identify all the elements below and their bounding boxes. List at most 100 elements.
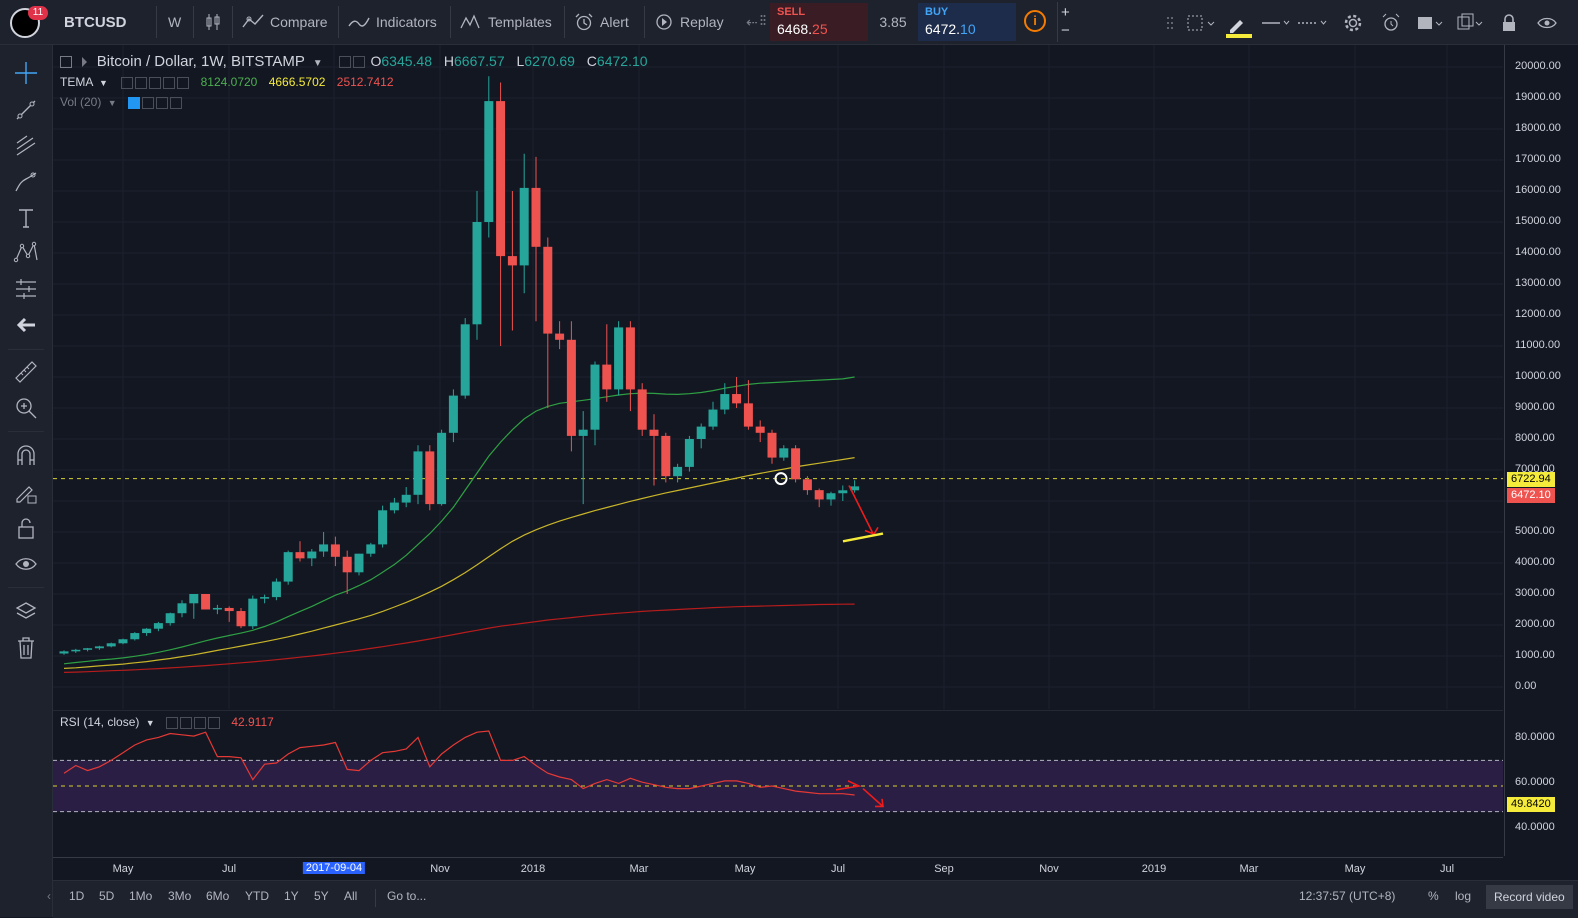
selection-box-icon[interactable] xyxy=(1186,12,1216,34)
alert-add-icon[interactable] xyxy=(1380,12,1402,34)
record-video-button[interactable]: Record video xyxy=(1486,885,1573,909)
eye-toggle-icon[interactable] xyxy=(338,56,351,69)
chevron-down-icon[interactable]: ▼ xyxy=(107,98,117,108)
rsi-legend: RSI (14, close) ▼ 42.9117 xyxy=(60,715,274,729)
tema-label[interactable]: TEMA xyxy=(60,75,93,89)
more-icon[interactable] xyxy=(163,76,176,89)
sell-button[interactable]: SELL 6468.25 xyxy=(770,3,868,41)
trash-icon[interactable] xyxy=(12,635,40,661)
close-icon[interactable] xyxy=(177,76,190,89)
crosshair-icon[interactable] xyxy=(12,60,40,86)
price-chart[interactable] xyxy=(53,45,1503,709)
more-icon[interactable] xyxy=(155,96,168,109)
candle-body xyxy=(637,389,647,430)
decrease-button[interactable]: − xyxy=(1061,22,1070,39)
source-icon[interactable] xyxy=(149,76,162,89)
rsi-label[interactable]: RSI (14, close) xyxy=(60,715,140,729)
increase-button[interactable]: + xyxy=(1061,4,1070,21)
alert-button[interactable]: Alert xyxy=(574,0,629,44)
candle-body xyxy=(130,633,140,640)
rsi-pane[interactable] xyxy=(53,710,1503,856)
volume-label[interactable]: Vol (20) xyxy=(60,95,102,109)
indicators-button[interactable]: Indicators xyxy=(348,0,437,44)
range-3mo[interactable]: 3Mo xyxy=(168,889,192,903)
compare-button[interactable]: Compare xyxy=(242,0,328,44)
collapse-legend-icon[interactable] xyxy=(60,56,72,69)
time-scale[interactable]: May Jul 2017-09-04 Nov 2018 Mar May Jul … xyxy=(53,857,1503,880)
magnet-icon[interactable] xyxy=(12,443,40,469)
line-style-icon[interactable] xyxy=(1260,12,1290,34)
candle-body xyxy=(342,556,352,573)
settings-icon[interactable] xyxy=(179,716,192,729)
undo-icon[interactable]: ⇠ xyxy=(746,13,758,30)
replay-button[interactable]: Replay xyxy=(654,0,724,44)
candle-body xyxy=(307,551,317,559)
close-icon[interactable] xyxy=(169,96,182,109)
divider xyxy=(8,587,44,588)
range-1d[interactable]: 1D xyxy=(69,889,85,903)
brush-tool-icon[interactable] xyxy=(12,169,40,195)
stay-drawing-icon[interactable] xyxy=(12,479,40,505)
range-6mo[interactable]: 6Mo xyxy=(206,889,230,903)
time-label: Sep xyxy=(934,863,954,875)
visual-order-icon[interactable] xyxy=(1416,12,1446,34)
more-icon[interactable] xyxy=(193,716,206,729)
interval-button[interactable]: W xyxy=(168,14,182,30)
chart-type-button[interactable] xyxy=(204,0,228,44)
layers-icon[interactable] xyxy=(12,599,40,625)
zoom-in-icon[interactable] xyxy=(12,395,40,421)
percent-scale-toggle[interactable]: % xyxy=(1428,889,1439,903)
chevron-down-icon[interactable]: ▼ xyxy=(312,58,323,69)
range-5d[interactable]: 5D xyxy=(99,889,115,903)
range-all[interactable]: All xyxy=(344,889,358,903)
chevron-down-icon[interactable]: ▼ xyxy=(99,78,108,88)
back-arrow-icon[interactable] xyxy=(12,312,40,338)
eye-toggle-icon[interactable] xyxy=(165,716,178,729)
info-icon[interactable]: i xyxy=(1024,10,1046,32)
prediction-icon[interactable] xyxy=(12,276,40,302)
hide-drawings-eye-icon[interactable] xyxy=(12,551,40,577)
range-5y[interactable]: 5Y xyxy=(314,889,329,903)
candle-body xyxy=(673,466,683,477)
symbol-title[interactable]: Bitcoin / Dollar, 1W, BITSTAMP xyxy=(96,53,305,70)
pattern-icon[interactable] xyxy=(12,240,40,266)
candle-body xyxy=(366,544,376,554)
range-ytd[interactable]: YTD xyxy=(245,889,269,903)
templates-button[interactable]: Templates xyxy=(460,0,552,44)
line-dash-icon[interactable] xyxy=(1296,12,1328,34)
trend-line-icon[interactable] xyxy=(12,97,40,123)
buy-button[interactable]: BUY 6472.10 xyxy=(918,3,1016,41)
go-to-date-button[interactable]: Go to... xyxy=(387,889,427,903)
range-1y[interactable]: 1Y xyxy=(284,889,299,903)
price-scale-label: 1000.00 xyxy=(1515,649,1555,661)
drag-handle-icon[interactable] xyxy=(760,3,766,41)
symbol-search-button[interactable]: BTCUSD xyxy=(64,13,127,31)
eye-toggle-icon[interactable] xyxy=(127,96,140,109)
price-scale[interactable]: 20000.00 19000.00 18000.00 17000.00 16000.00… xyxy=(1504,45,1578,856)
eye-toggle-icon[interactable] xyxy=(121,76,134,89)
candle-body xyxy=(295,552,305,559)
ruler-icon[interactable] xyxy=(12,359,40,385)
drag-handle-icon[interactable] xyxy=(1166,12,1174,34)
candle-body xyxy=(59,651,69,654)
log-scale-toggle[interactable]: log xyxy=(1455,889,1472,903)
eye-icon[interactable] xyxy=(1536,12,1558,34)
candle-body xyxy=(802,479,812,491)
lock-icon[interactable] xyxy=(1498,12,1520,34)
clock-timezone[interactable]: 12:37:57 (UTC+8) xyxy=(1299,889,1396,903)
candle-body xyxy=(578,429,588,436)
range-1mo[interactable]: 1Mo xyxy=(129,889,153,903)
text-tool-icon[interactable] xyxy=(12,205,40,231)
brush-icon[interactable] xyxy=(1226,12,1252,38)
chevron-down-icon[interactable]: ▼ xyxy=(145,718,155,728)
clone-icon[interactable] xyxy=(1456,12,1486,34)
settings-gear-icon[interactable] xyxy=(1342,12,1364,34)
settings-icon[interactable] xyxy=(135,76,148,89)
candle-body xyxy=(484,101,494,222)
settings-icon[interactable] xyxy=(141,96,154,109)
close-icon[interactable] xyxy=(207,716,220,729)
settings-icon[interactable] xyxy=(352,56,365,69)
chevron-left-icon[interactable]: ‹ xyxy=(47,889,51,903)
pitchfork-icon[interactable] xyxy=(12,133,40,159)
lock-drawings-icon[interactable] xyxy=(12,515,40,541)
